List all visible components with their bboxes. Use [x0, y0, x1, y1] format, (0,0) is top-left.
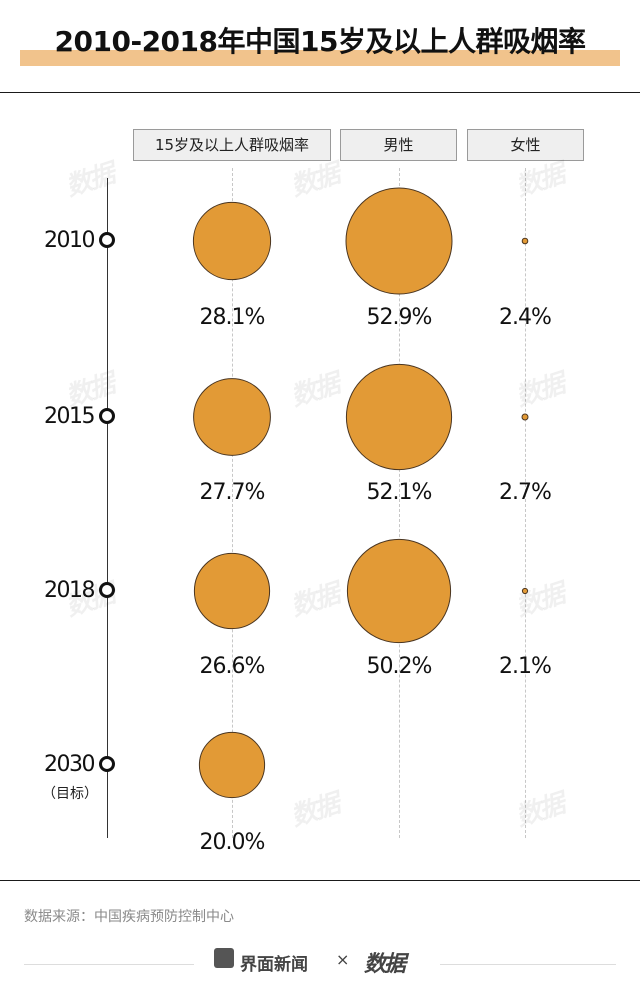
bubble-male [345, 363, 453, 471]
bottom-rule [0, 880, 640, 881]
timeline-marker [99, 232, 115, 248]
year-label: 2010 [44, 228, 96, 253]
source-note: 数据来源：中国疾病预防控制中心 [24, 909, 234, 925]
value-label-total: 20.0% [199, 830, 266, 855]
value-label-total: 27.7% [199, 480, 266, 505]
value-label-female: 2.1% [499, 654, 552, 679]
year-label: 2018 [44, 578, 96, 603]
top-rule [0, 92, 640, 93]
timeline-axis [107, 178, 108, 838]
bubble-male [346, 538, 452, 644]
bubble-female [521, 587, 529, 595]
title-highlight [20, 50, 620, 66]
footer-partner-logo: 数据 [364, 952, 406, 977]
timeline-marker [99, 756, 115, 772]
column-guide-male [399, 168, 400, 838]
value-label-male: 52.9% [366, 305, 433, 330]
bubble-female [521, 237, 529, 245]
year-label: 2015 [44, 404, 96, 429]
bubble-total [192, 201, 272, 281]
bubble-male [345, 187, 453, 295]
timeline-marker [99, 408, 115, 424]
column-header-male: 男性 [340, 129, 457, 161]
column-header-total: 15岁及以上人群吸烟率 [133, 129, 331, 161]
year-note: （目标） [42, 786, 98, 802]
value-label-total: 28.1% [199, 305, 266, 330]
footer-separator: × [336, 950, 350, 969]
value-label-male: 52.1% [366, 480, 433, 505]
footer-divider [440, 964, 616, 965]
chart-title: 2010-2018年中国15岁及以上人群吸烟率 [54, 25, 586, 58]
bubble-female [521, 413, 529, 421]
value-label-total: 26.6% [199, 654, 266, 679]
year-label: 2030 [44, 752, 96, 777]
bubble-total [198, 731, 266, 799]
value-label-female: 2.7% [499, 480, 552, 505]
column-guide-total [232, 168, 233, 838]
footer-divider [24, 964, 194, 965]
bubble-total [193, 552, 271, 630]
column-header-female: 女性 [467, 129, 584, 161]
bubble-total [193, 378, 271, 456]
jiemian-logo-icon [214, 948, 234, 968]
timeline-marker [99, 582, 115, 598]
value-label-male: 50.2% [366, 654, 433, 679]
footer-brand: 界面新闻 [240, 955, 308, 975]
value-label-female: 2.4% [499, 305, 552, 330]
column-guide-female [525, 168, 526, 838]
